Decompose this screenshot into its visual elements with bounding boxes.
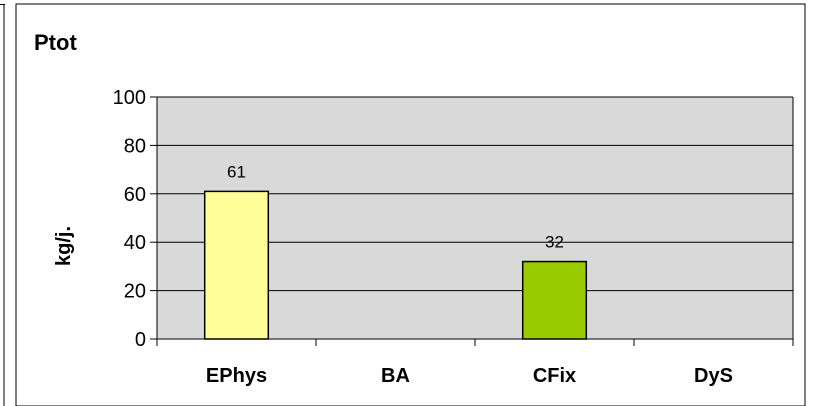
x-tick-label: EPhys (206, 365, 267, 387)
chart-title: Ptot (34, 30, 77, 55)
y-axis-ticks: 0 20 40 60 80 100 (113, 87, 157, 351)
y-tick-label: 60 (124, 184, 146, 206)
y-tick-label: 40 (124, 232, 146, 254)
y-tick-label: 20 (124, 281, 146, 303)
data-label: 32 (545, 233, 564, 252)
x-tick-label: DyS (694, 365, 733, 387)
bars (203, 190, 588, 340)
left-edge-top (0, 4, 5, 5)
y-tick-label: 0 (135, 329, 146, 351)
data-label: 61 (227, 162, 246, 181)
data-labels: 61 32 (227, 162, 564, 251)
bar (203, 190, 270, 340)
x-axis-ticks: EPhys BA CFix DyS (156, 339, 794, 387)
bar (521, 260, 588, 340)
y-axis-label: kg/j. (53, 226, 75, 266)
x-tick-label: BA (381, 365, 410, 387)
y-tick-label: 80 (124, 135, 146, 157)
y-tick-label: 100 (113, 87, 146, 109)
x-tick-label: CFix (533, 365, 576, 387)
